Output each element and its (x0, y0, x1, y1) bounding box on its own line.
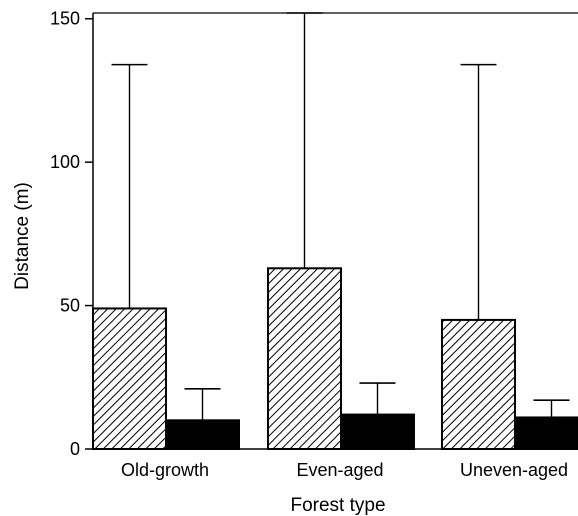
y-axis-label: Distance (m) (12, 182, 33, 290)
bar-solid-2 (514, 416, 578, 450)
bar-hatched-0 (92, 307, 167, 450)
y-tick-label: 100 (50, 152, 80, 172)
x-axis-label: Forest type (290, 495, 385, 516)
bar-solid-1 (340, 413, 415, 450)
x-tick-label: Old-growth (121, 460, 209, 480)
y-tick-label: 150 (50, 9, 80, 29)
x-tick-label: Uneven-aged (460, 460, 568, 480)
bar-hatched-1 (267, 267, 342, 450)
chart-axes: 0 50 100 150 Old-growth Even-aged Uneven-aged (50, 9, 578, 480)
chart-marks (92, 12, 578, 451)
bar-hatched-2 (441, 318, 516, 450)
bar-solid-0 (165, 419, 240, 451)
y-tick-label: 0 (70, 439, 80, 459)
x-tick-label: Even-aged (296, 460, 383, 480)
y-tick-label: 50 (60, 296, 80, 316)
